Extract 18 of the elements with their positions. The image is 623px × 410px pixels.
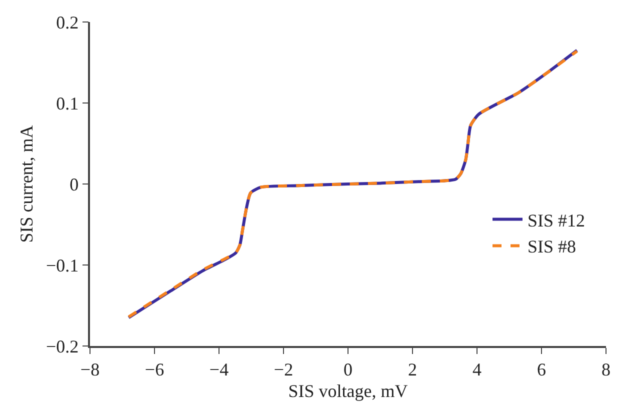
- x-tick-label: 2: [408, 359, 417, 380]
- x-tick-label: 8: [602, 359, 610, 380]
- x-tick-label: −2: [274, 359, 294, 380]
- x-tick-label: −8: [80, 359, 100, 380]
- legend-label: SIS #12: [528, 210, 586, 230]
- y-tick-label: 0.2: [56, 12, 79, 32]
- y-tick-label: 0: [70, 174, 79, 194]
- x-tick-label: −4: [209, 359, 229, 380]
- x-tick-label: −6: [144, 359, 164, 380]
- x-axis-title: SIS voltage, mV: [288, 380, 408, 401]
- x-tick-label: 0: [344, 359, 352, 380]
- x-tick-label: 4: [472, 359, 482, 380]
- legend-label: SIS #8: [528, 236, 576, 257]
- y-tick-label: 0.1: [56, 93, 79, 114]
- y-tick-label: −0.1: [46, 255, 79, 276]
- y-tick-label: −0.2: [46, 336, 79, 356]
- y-axis-title: SIS current, mA: [16, 125, 37, 243]
- x-tick-label: 6: [537, 359, 546, 380]
